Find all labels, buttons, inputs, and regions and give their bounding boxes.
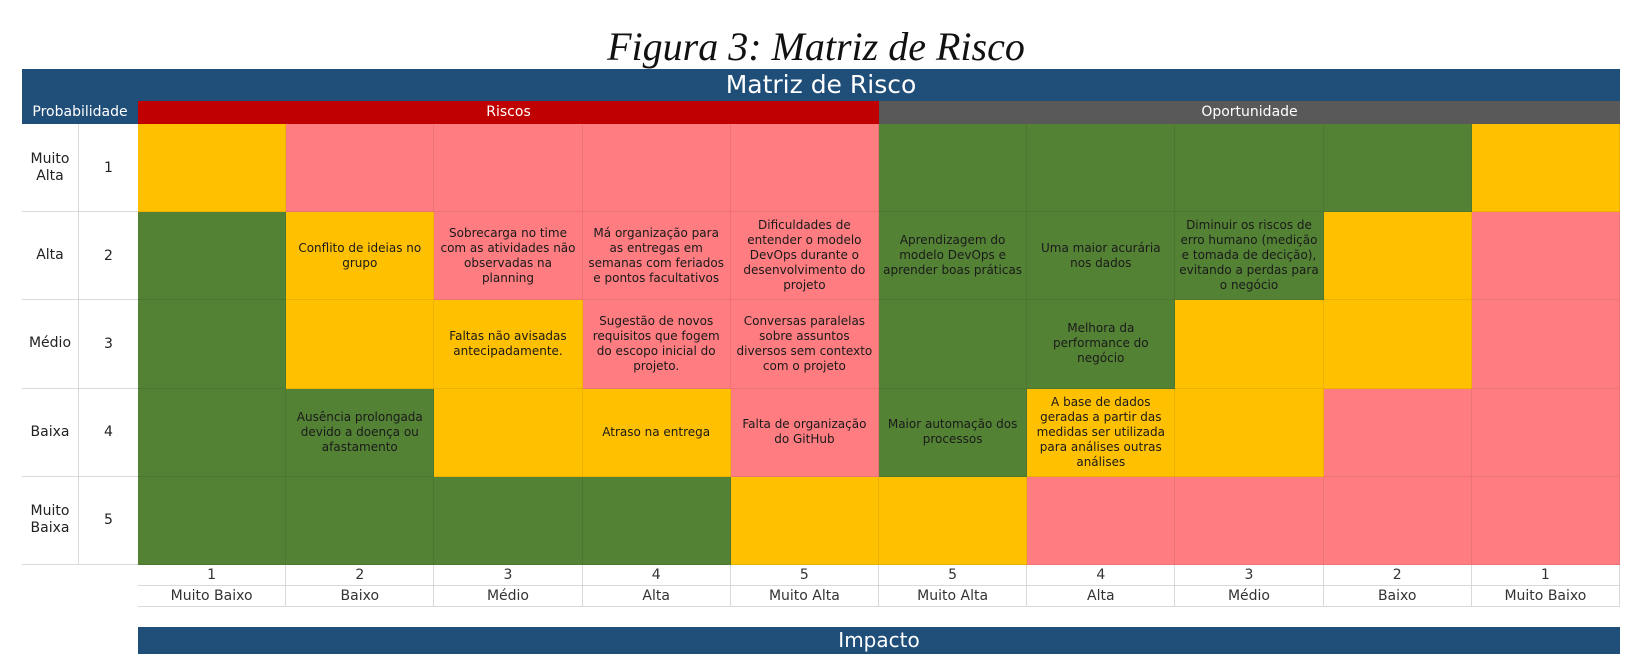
risk-cell	[286, 476, 435, 565]
risk-cell	[138, 212, 287, 301]
opportunity-cell: Uma maior acurária nos dados	[1027, 212, 1176, 301]
impact-number: 1	[138, 565, 287, 586]
impact-label: Muito Baixo	[138, 586, 287, 607]
risk-cell: Atraso na entrega	[582, 388, 731, 477]
probability-label: Alta	[22, 212, 79, 301]
opportunity-cell	[1323, 124, 1472, 213]
impact-label: Alta	[582, 586, 731, 607]
risks-header: Riscos	[138, 101, 879, 124]
opportunity-cell	[1471, 212, 1620, 301]
risk-cell	[730, 124, 879, 213]
impact-number: 5	[879, 565, 1028, 586]
risk-cell	[286, 124, 435, 213]
impact-number: 1	[1471, 565, 1620, 586]
opportunity-cell: Maior automação dos processos	[879, 388, 1028, 477]
opportunity-cell	[1175, 124, 1324, 213]
impact-title: Impacto	[138, 627, 1620, 654]
opportunity-cell	[1323, 212, 1472, 301]
opportunity-cell	[1323, 300, 1472, 389]
opportunity-cell	[1175, 300, 1324, 389]
opportunity-header: Oportunidade	[879, 101, 1620, 124]
opportunity-cell	[879, 300, 1028, 389]
opportunity-cell	[1027, 124, 1176, 213]
impact-number: 3	[434, 565, 583, 586]
opportunity-cell	[1323, 476, 1472, 565]
risk-cell	[138, 300, 287, 389]
impact-number: 2	[1323, 565, 1472, 586]
probability-number: 4	[79, 388, 138, 477]
probability-label: Baixa	[22, 388, 79, 477]
impact-label: Alta	[1027, 586, 1176, 607]
impact-label: Médio	[1175, 586, 1324, 607]
opportunity-cell	[1471, 124, 1620, 213]
probability-number: 3	[79, 300, 138, 389]
opportunity-cell	[1323, 388, 1472, 477]
matrix-title: Matriz de Risco	[22, 69, 1620, 101]
risk-cell	[434, 388, 583, 477]
opportunity-cell	[1471, 388, 1620, 477]
risk-cell: Má organização para as entregas em seman…	[582, 212, 731, 301]
risk-cell	[730, 476, 879, 565]
opportunity-cell: A base de dados geradas a partir das med…	[1027, 388, 1176, 477]
risk-cell: Conflito de ideias no grupo	[286, 212, 435, 301]
risk-cell	[138, 388, 287, 477]
risk-cell: Faltas não avisadas antecipadamente.	[434, 300, 583, 389]
opportunity-cell	[1175, 388, 1324, 477]
risk-cell: Sobrecarga no time com as atividades não…	[434, 212, 583, 301]
risk-cell	[138, 476, 287, 565]
risk-cell: Dificuldades de entender o modelo DevOps…	[730, 212, 879, 301]
impact-number: 2	[286, 565, 435, 586]
probability-number: 1	[79, 124, 138, 213]
impact-number: 4	[582, 565, 731, 586]
risk-cell: Conversas paralelas sobre assuntos diver…	[730, 300, 879, 389]
opportunity-cell	[879, 476, 1028, 565]
probability-number: 5	[79, 476, 138, 565]
impact-label: Muito Alta	[730, 586, 879, 607]
impact-number: 3	[1175, 565, 1324, 586]
probability-label: Médio	[22, 300, 79, 389]
risk-cell: Ausência prolongada devido a doença ou a…	[286, 388, 435, 477]
risk-cell	[434, 476, 583, 565]
impact-label: Baixo	[286, 586, 435, 607]
impact-label: Muito Baixo	[1471, 586, 1620, 607]
risk-cell	[582, 476, 731, 565]
impact-number: 4	[1027, 565, 1176, 586]
impact-number: 5	[730, 565, 879, 586]
risk-cell	[582, 124, 731, 213]
probability-label: Muito Alta	[22, 124, 79, 213]
probability-number: 2	[79, 212, 138, 301]
impact-label: Muito Alta	[879, 586, 1028, 607]
impact-label: Baixo	[1323, 586, 1472, 607]
risk-cell	[434, 124, 583, 213]
opportunity-cell: Melhora da performance do negócio	[1027, 300, 1176, 389]
impact-label: Médio	[434, 586, 583, 607]
risk-cell	[286, 300, 435, 389]
opportunity-cell	[1471, 476, 1620, 565]
opportunity-cell	[1027, 476, 1176, 565]
opportunity-cell: Diminuir os riscos de erro humano (mediç…	[1175, 212, 1324, 301]
opportunity-cell	[1471, 300, 1620, 389]
probability-label: Muito Baixa	[22, 476, 79, 565]
opportunity-cell	[879, 124, 1028, 213]
opportunity-cell: Aprendizagem do modelo DevOps e aprender…	[879, 212, 1028, 301]
risk-cell: Sugestão de novos requisitos que fogem d…	[582, 300, 731, 389]
opportunity-cell	[1175, 476, 1324, 565]
figure-caption: Figura 3: Matriz de Risco	[607, 24, 1025, 69]
risk-cell: Falta de organização do GitHub	[730, 388, 879, 477]
risk-cell	[138, 124, 287, 213]
probability-header: Probabilidade	[22, 101, 138, 124]
